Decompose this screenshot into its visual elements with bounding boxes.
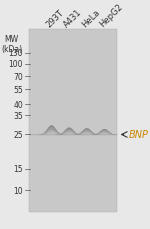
Text: HepG2: HepG2 — [98, 3, 124, 29]
Text: BNP: BNP — [128, 130, 148, 140]
Text: 35: 35 — [14, 111, 23, 120]
Text: 100: 100 — [9, 60, 23, 69]
Text: 25: 25 — [14, 130, 23, 139]
Text: A431: A431 — [62, 8, 84, 29]
Text: 130: 130 — [9, 49, 23, 58]
Text: MW
(kDa): MW (kDa) — [1, 34, 22, 54]
FancyBboxPatch shape — [29, 30, 117, 212]
Text: 293T: 293T — [45, 8, 66, 29]
Text: 70: 70 — [14, 73, 23, 82]
Text: 55: 55 — [14, 85, 23, 94]
Text: HeLa: HeLa — [80, 8, 101, 29]
Text: 40: 40 — [14, 101, 23, 109]
Text: 15: 15 — [14, 165, 23, 174]
Text: 10: 10 — [14, 186, 23, 195]
